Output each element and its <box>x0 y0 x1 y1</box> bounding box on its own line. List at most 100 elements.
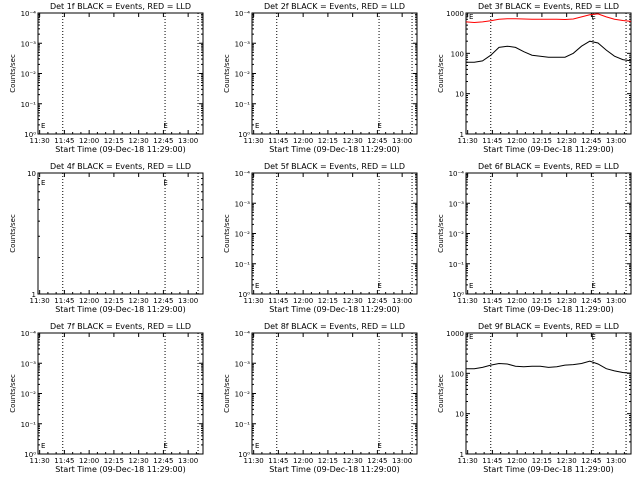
panel-7-ytick-label-5: 10⁻⁴ <box>21 330 37 338</box>
panel-9-xtick-label-5: 12:30 <box>557 457 577 465</box>
panel-6-xtick-label-5: 12:30 <box>557 297 577 305</box>
panel-9-xtick-label-4: 12:15 <box>532 457 552 465</box>
panel-3-ytick-label-2: 10 <box>455 91 464 99</box>
panel-1-xtick-label-3: 12:00 <box>79 137 99 145</box>
panel-9-xtick-label-1: 11:30 <box>458 457 478 465</box>
panel-1-xtick-label-4: 12:15 <box>104 137 124 145</box>
panel-7-xtick-label-6: 12:45 <box>153 457 173 465</box>
panel-9-xtick-label-2: 11:45 <box>482 457 502 465</box>
panel-5-legend-mark-2: E <box>377 282 381 290</box>
panel-6-xtick-label-7: 13:00 <box>606 297 626 305</box>
panel-6-ytick-label-2: 10⁻¹ <box>449 261 465 269</box>
panel-2-ytick-label-2: 10⁻¹ <box>235 101 251 109</box>
panel-7-xtick-label-3: 12:00 <box>79 457 99 465</box>
panel-2-xlabel: Start Time (09-Dec-18 11:29:00) <box>269 145 400 154</box>
panel-9-xlabel: Start Time (09-Dec-18 11:29:00) <box>483 465 614 474</box>
panel-7-ytick-label-2: 10⁻¹ <box>21 421 37 429</box>
panel-6-ylabel: Counts/sec <box>437 214 445 253</box>
panel-8-xtick-label-3: 12:00 <box>293 457 313 465</box>
panel-7-xtick-label-4: 12:15 <box>104 457 124 465</box>
panel-4-legend-mark-1: E <box>41 179 45 187</box>
panel-4-ylabel: Counts/sec <box>9 214 17 253</box>
panel-2-ytick-label-5: 10⁻⁴ <box>235 10 251 18</box>
panel-9-xtick-label-7: 13:00 <box>606 457 626 465</box>
panel-9-ytick-label-2: 10 <box>455 411 464 419</box>
panel-2-xtick-label-7: 13:00 <box>392 137 412 145</box>
panel-1-ytick-label-2: 10⁻¹ <box>21 101 37 109</box>
panel-5-legend-mark-1: E <box>255 282 259 290</box>
panel-7-legend-mark-2: E <box>163 442 167 450</box>
panel-1-title: Det 1f BLACK = Events, RED = LLD <box>50 2 191 11</box>
panel-4-xlabel: Start Time (09-Dec-18 11:29:00) <box>55 305 186 314</box>
panel-9-series-1-line <box>466 360 632 374</box>
panel-7-legend-mark-1: E <box>41 442 45 450</box>
panel-7-xtick-label-5: 12:30 <box>129 457 149 465</box>
panel-7-ylabel: Counts/sec <box>9 374 17 413</box>
panel-8-ytick-label-3: 10⁻² <box>235 391 251 399</box>
panel-8-xtick-label-2: 11:45 <box>268 457 288 465</box>
panel-2-xtick-label-5: 12:30 <box>343 137 363 145</box>
panel-2-ytick-label-4: 10⁻³ <box>235 40 251 48</box>
panel-4-xtick-label-2: 11:45 <box>54 297 74 305</box>
panel-8-legend-mark-1: E <box>255 442 259 450</box>
panel-4-xtick-label-7: 13:00 <box>178 297 198 305</box>
panel-1-ytick-label-3: 10⁻² <box>21 71 37 79</box>
panel-1-ytick-label-1: 10⁰ <box>24 131 36 139</box>
panel-6-ytick-label-5: 10⁻⁴ <box>449 170 465 178</box>
panel-5-title: Det 5f BLACK = Events, RED = LLD <box>264 162 405 171</box>
panel-3-ytick-label-4: 1000 <box>446 10 464 18</box>
panel-6-xtick-label-2: 11:45 <box>482 297 502 305</box>
panel-8-xtick-label-4: 12:15 <box>318 457 338 465</box>
panel-3-title: Det 3f BLACK = Events, RED = LLD <box>478 2 619 11</box>
panel-5-xtick-label-3: 12:00 <box>293 297 313 305</box>
panel-5-ytick-label-4: 10⁻³ <box>235 200 251 208</box>
panel-8-xtick-label-5: 12:30 <box>343 457 363 465</box>
panel-5-xtick-label-2: 11:45 <box>268 297 288 305</box>
panel-4-axes-frame <box>37 172 204 295</box>
panel-1-xtick-label-7: 13:00 <box>178 137 198 145</box>
panel-7-xlabel: Start Time (09-Dec-18 11:29:00) <box>55 465 186 474</box>
panel-9-axes-frame <box>465 332 632 455</box>
panel-6-legend-mark-2: E <box>591 282 595 290</box>
panel-6-ytick-label-3: 10⁻² <box>449 231 465 239</box>
panel-9-ylabel: Counts/sec <box>437 374 445 413</box>
panel-5-xtick-label-5: 12:30 <box>343 297 363 305</box>
panel-6-ytick-label-1: 10⁰ <box>452 291 464 299</box>
panel-9-xtick-label-6: 12:45 <box>581 457 601 465</box>
panel-2-xtick-label-4: 12:15 <box>318 137 338 145</box>
panel-2-ylabel: Counts/sec <box>223 54 231 93</box>
panel-5-ytick-label-1: 10⁰ <box>238 291 250 299</box>
panel-8-xtick-label-1: 11:30 <box>244 457 264 465</box>
panel-2-legend-mark-2: E <box>377 122 381 130</box>
panel-3-ytick-label-3: 100 <box>451 50 464 58</box>
panel-6-title: Det 6f BLACK = Events, RED = LLD <box>478 162 619 171</box>
panel-7-ytick-label-4: 10⁻³ <box>21 360 37 368</box>
panel-4-title: Det 4f BLACK = Events, RED = LLD <box>50 162 191 171</box>
panel-6-xtick-label-3: 12:00 <box>507 297 527 305</box>
panel-9-legend-mark-1: E <box>469 333 473 341</box>
panel-3-legend-mark-2: E <box>591 13 595 21</box>
panel-7-xtick-label-7: 13:00 <box>178 457 198 465</box>
panel-2-title: Det 2f BLACK = Events, RED = LLD <box>264 2 405 11</box>
panel-1-ylabel: Counts/sec <box>9 54 17 93</box>
panel-2-xtick-label-2: 11:45 <box>268 137 288 145</box>
panel-1-ytick-label-5: 10⁻⁴ <box>21 10 37 18</box>
panel-5-ylabel: Counts/sec <box>223 214 231 253</box>
panel-9-legend-mark-2: E <box>591 333 595 341</box>
panel-2-legend-mark-1: E <box>255 122 259 130</box>
panel-1-xtick-label-1: 11:30 <box>30 137 50 145</box>
panel-4-xtick-label-6: 12:45 <box>153 297 173 305</box>
panel-2-ytick-label-3: 10⁻² <box>235 71 251 79</box>
panel-7-ytick-label-3: 10⁻² <box>21 391 37 399</box>
panel-1-xtick-label-5: 12:30 <box>129 137 149 145</box>
panel-7-ytick-label-1: 10⁰ <box>24 451 36 459</box>
panel-8-ytick-label-5: 10⁻⁴ <box>235 330 251 338</box>
panel-7-title: Det 7f BLACK = Events, RED = LLD <box>50 322 191 331</box>
panel-5-ytick-label-3: 10⁻² <box>235 231 251 239</box>
panel-9-ytick-label-3: 100 <box>451 370 464 378</box>
panel-3-xtick-label-5: 12:30 <box>557 137 577 145</box>
panel-7-xtick-label-2: 11:45 <box>54 457 74 465</box>
panel-3-xtick-label-6: 12:45 <box>581 137 601 145</box>
panel-3-xtick-label-1: 11:30 <box>458 137 478 145</box>
panel-5-xtick-label-7: 13:00 <box>392 297 412 305</box>
